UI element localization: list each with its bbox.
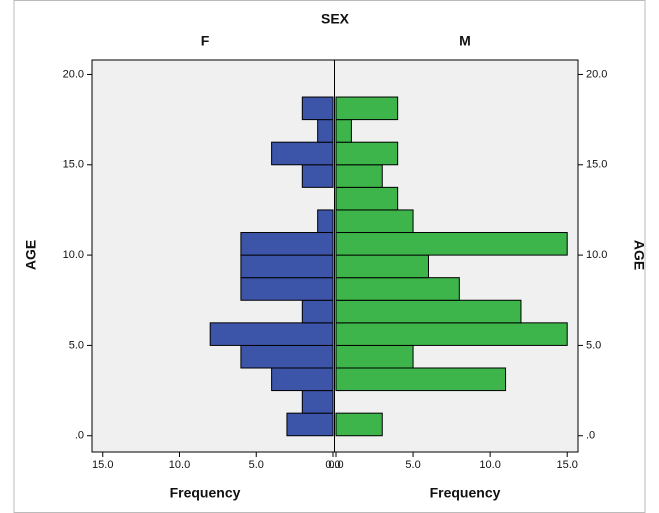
bar xyxy=(335,119,352,143)
bar xyxy=(335,344,414,369)
chart-title: SEX xyxy=(321,11,350,27)
bar xyxy=(271,367,334,392)
bar xyxy=(335,164,383,188)
bar xyxy=(335,186,399,211)
y-axis-label: AGE xyxy=(23,240,39,270)
x-axis-label: Frequency xyxy=(170,485,241,501)
bar xyxy=(301,164,334,188)
x-axis-label: Frequency xyxy=(430,485,501,501)
y-tick-label: 5.0 xyxy=(69,339,84,351)
x-tick-label: 5.0 xyxy=(249,459,264,471)
x-tick-label: 10.0 xyxy=(479,459,500,471)
x-tick-label: 15.0 xyxy=(92,459,113,471)
bar xyxy=(335,96,399,121)
x-tick-label: 0.0 xyxy=(328,459,343,471)
x-tick-label: 10.0 xyxy=(169,459,190,471)
bar xyxy=(335,412,383,437)
bar xyxy=(286,412,334,437)
y-tick-label: 15.0 xyxy=(63,159,84,171)
bar xyxy=(209,322,334,346)
bar xyxy=(335,209,414,234)
bar xyxy=(317,119,334,143)
y-tick-label: .0 xyxy=(75,430,84,442)
bar xyxy=(335,141,399,166)
y-tick-label: .0 xyxy=(586,430,595,442)
bar xyxy=(335,232,568,256)
bar xyxy=(335,299,522,324)
panel-label: F xyxy=(201,33,210,49)
bar xyxy=(335,367,507,392)
bar xyxy=(240,277,334,301)
bar xyxy=(335,254,429,279)
x-tick-label: 0.0 xyxy=(325,459,340,471)
bar xyxy=(335,322,568,346)
x-tick-label: 15.0 xyxy=(556,459,577,471)
bar xyxy=(301,390,334,414)
bar xyxy=(335,277,460,301)
bar xyxy=(301,96,334,121)
y-tick-label: 5.0 xyxy=(586,339,601,351)
y-tick-label: 15.0 xyxy=(586,159,607,171)
bar xyxy=(240,232,334,256)
bar xyxy=(271,141,334,166)
panel-label: M xyxy=(459,33,471,49)
y-tick-label: 20.0 xyxy=(63,68,84,80)
bar xyxy=(240,254,334,279)
bar xyxy=(240,344,334,369)
y-tick-label: 20.0 xyxy=(586,68,607,80)
y-tick-label: 10.0 xyxy=(63,249,84,261)
y-axis-label: AGE xyxy=(631,240,647,270)
x-tick-label: 5.0 xyxy=(405,459,420,471)
bar xyxy=(301,299,334,324)
y-tick-label: 10.0 xyxy=(586,249,607,261)
bar xyxy=(317,209,334,234)
